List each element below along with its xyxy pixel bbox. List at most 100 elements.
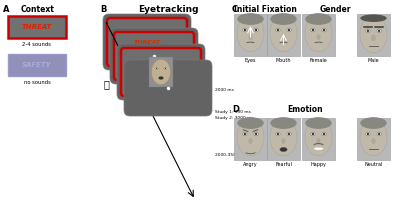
- Ellipse shape: [378, 133, 380, 135]
- Text: 2-4 sounds: 2-4 sounds: [22, 42, 52, 47]
- Text: Happy: Happy: [310, 162, 326, 167]
- Ellipse shape: [312, 133, 314, 135]
- Ellipse shape: [317, 35, 320, 40]
- Ellipse shape: [311, 132, 315, 136]
- Ellipse shape: [270, 13, 297, 25]
- Bar: [149, 57, 173, 87]
- Bar: [302, 14, 335, 56]
- Ellipse shape: [249, 35, 252, 40]
- Text: Eyetracking: Eyetracking: [138, 5, 198, 14]
- Ellipse shape: [244, 133, 246, 135]
- Ellipse shape: [243, 28, 247, 32]
- FancyBboxPatch shape: [110, 28, 198, 84]
- Ellipse shape: [270, 15, 297, 52]
- Bar: [357, 14, 390, 56]
- Text: Female: Female: [310, 58, 327, 63]
- Ellipse shape: [372, 139, 375, 144]
- Ellipse shape: [360, 16, 387, 53]
- Ellipse shape: [366, 29, 370, 33]
- Ellipse shape: [249, 139, 252, 144]
- Ellipse shape: [372, 35, 376, 41]
- Ellipse shape: [360, 119, 387, 156]
- Ellipse shape: [165, 68, 166, 69]
- Ellipse shape: [237, 117, 264, 129]
- FancyBboxPatch shape: [107, 18, 187, 66]
- Text: C: C: [232, 5, 238, 14]
- Ellipse shape: [270, 117, 297, 129]
- Ellipse shape: [243, 132, 247, 136]
- Ellipse shape: [237, 15, 264, 52]
- Ellipse shape: [282, 35, 285, 40]
- Ellipse shape: [282, 139, 285, 144]
- Bar: [8, 16, 66, 38]
- Ellipse shape: [280, 147, 287, 152]
- Ellipse shape: [237, 13, 264, 25]
- Text: 🔊: 🔊: [103, 79, 109, 89]
- Text: Fearful: Fearful: [275, 162, 292, 167]
- Ellipse shape: [366, 132, 370, 136]
- Text: Context: Context: [21, 5, 55, 14]
- Text: THREAT: THREAT: [22, 24, 52, 30]
- Ellipse shape: [237, 119, 264, 156]
- Ellipse shape: [255, 133, 257, 135]
- Ellipse shape: [367, 30, 369, 32]
- Ellipse shape: [323, 133, 325, 135]
- Ellipse shape: [377, 29, 381, 33]
- Bar: [234, 14, 267, 56]
- Ellipse shape: [244, 29, 246, 31]
- Ellipse shape: [287, 28, 291, 32]
- Ellipse shape: [322, 28, 326, 32]
- Ellipse shape: [151, 59, 170, 85]
- Ellipse shape: [305, 119, 332, 156]
- Ellipse shape: [164, 67, 167, 70]
- Ellipse shape: [311, 28, 315, 32]
- Ellipse shape: [255, 29, 257, 31]
- Ellipse shape: [270, 119, 297, 156]
- Bar: [357, 118, 390, 160]
- Text: Neutral: Neutral: [364, 162, 383, 167]
- Ellipse shape: [305, 117, 332, 129]
- Ellipse shape: [158, 76, 164, 80]
- Bar: [267, 118, 300, 160]
- Bar: [267, 14, 300, 56]
- Text: A: A: [3, 5, 10, 14]
- Ellipse shape: [305, 13, 332, 25]
- Ellipse shape: [288, 133, 290, 135]
- Bar: [302, 118, 335, 160]
- Ellipse shape: [287, 132, 291, 136]
- FancyBboxPatch shape: [121, 48, 201, 96]
- Text: THREAT: THREAT: [134, 40, 160, 44]
- Text: 2000-3500 ms: 2000-3500 ms: [215, 153, 246, 157]
- Ellipse shape: [377, 132, 381, 136]
- Ellipse shape: [277, 133, 279, 135]
- FancyBboxPatch shape: [117, 44, 205, 100]
- Ellipse shape: [322, 132, 326, 136]
- Text: Study 1: 330 ms
Study 2: 3000 ms: Study 1: 330 ms Study 2: 3000 ms: [215, 110, 254, 120]
- Text: Gender: Gender: [319, 5, 351, 14]
- Text: no sounds: no sounds: [24, 80, 50, 85]
- Ellipse shape: [155, 67, 158, 70]
- Text: 2000 ms: 2000 ms: [215, 88, 234, 92]
- Ellipse shape: [378, 30, 380, 32]
- Bar: [234, 118, 267, 160]
- Text: Eyes: Eyes: [245, 58, 256, 63]
- Text: Male: Male: [368, 58, 379, 63]
- Ellipse shape: [360, 14, 387, 22]
- Text: Mouth: Mouth: [276, 58, 291, 63]
- Ellipse shape: [276, 132, 280, 136]
- Text: SAFETY: SAFETY: [22, 62, 52, 68]
- Text: Emotion: Emotion: [287, 105, 323, 114]
- Text: B: B: [100, 5, 106, 14]
- FancyBboxPatch shape: [124, 60, 212, 116]
- Text: Angry: Angry: [243, 162, 258, 167]
- Ellipse shape: [367, 133, 369, 135]
- Ellipse shape: [317, 139, 320, 144]
- Ellipse shape: [276, 28, 280, 32]
- FancyBboxPatch shape: [103, 14, 191, 70]
- Ellipse shape: [254, 28, 258, 32]
- Ellipse shape: [254, 132, 258, 136]
- Ellipse shape: [360, 117, 387, 129]
- Ellipse shape: [288, 29, 290, 31]
- Ellipse shape: [314, 147, 323, 150]
- Ellipse shape: [305, 15, 332, 52]
